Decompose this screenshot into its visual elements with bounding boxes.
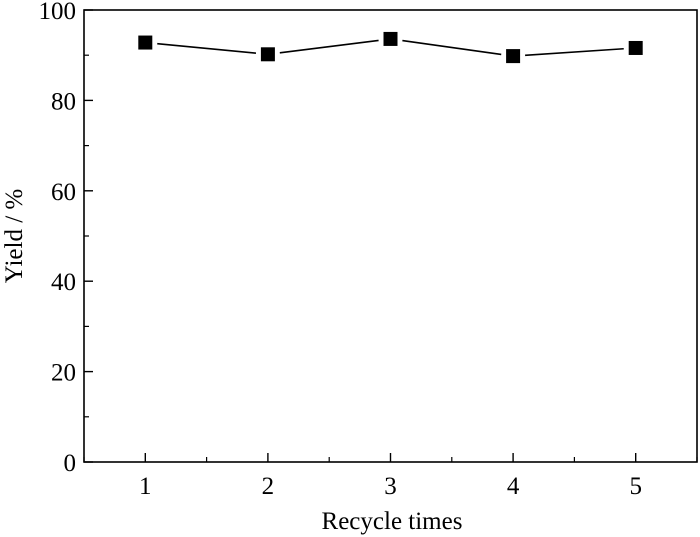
y-tick-label: 0 [64,450,77,477]
data-point-square [138,35,153,50]
series-line-segment [157,42,257,54]
x-tick-label: 2 [262,473,275,500]
plot-frame [83,9,698,463]
x-tick-label: 5 [629,473,642,500]
data-point-square [628,40,643,55]
data-point-square [260,47,275,62]
y-tick-label: 60 [51,179,76,206]
series-line-segment [525,47,624,57]
y-tick-label: 20 [51,360,76,387]
y-tick-label: 80 [51,88,76,115]
y-tick-label: 100 [39,0,77,25]
x-axis-label: Recycle times [322,508,463,535]
x-tick-label: 4 [507,473,520,500]
data-point-square [506,49,521,64]
x-tick-label: 1 [139,473,152,500]
y-tick-label: 40 [51,269,76,296]
series-lines [157,39,624,57]
y-axis-ticks: 0 20 40 60 80 100 [39,0,93,477]
series-points [138,31,643,64]
series-line-segment [279,39,379,54]
x-axis-ticks: 1 2 3 4 5 [83,453,698,500]
data-point-square [383,31,398,46]
series-line-segment [402,39,502,56]
plot-border [83,9,698,463]
x-tick-label: 3 [384,473,397,500]
y-axis-label: Yield / % [1,189,28,283]
